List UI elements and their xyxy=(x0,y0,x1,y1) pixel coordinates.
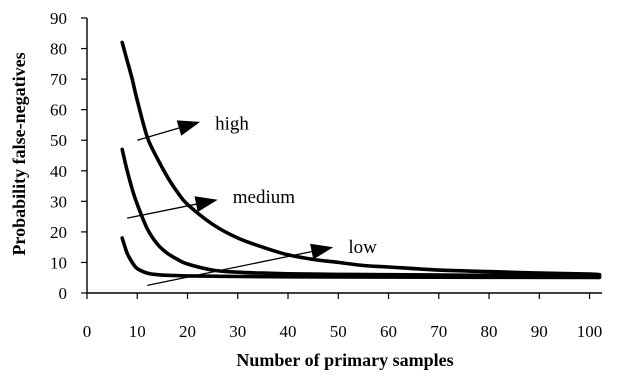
x-axis-title: Number of primary samples xyxy=(236,350,453,370)
annotation-arrow-head xyxy=(310,243,334,260)
y-tick-label: 80 xyxy=(50,40,67,59)
y-tick-label: 90 xyxy=(50,9,67,28)
annotation-label: medium xyxy=(233,187,295,208)
annotation-arrow-line xyxy=(127,203,197,219)
y-tick-label: 0 xyxy=(59,284,68,303)
x-tick-label: 10 xyxy=(129,322,146,341)
x-tick-label: 70 xyxy=(430,322,447,341)
x-tick-label: 20 xyxy=(179,322,196,341)
y-tick-label: 30 xyxy=(50,192,67,211)
y-tick-label: 10 xyxy=(50,253,67,272)
x-axis-ticks: 0 10 20 30 40 50 60 70 80 90 100 xyxy=(83,293,603,341)
series-line-high xyxy=(120,40,602,277)
y-axis-title: Probability false-negatives xyxy=(9,52,29,255)
annotation-label: low xyxy=(348,237,377,258)
x-tick-label: 100 xyxy=(577,322,603,341)
annotation-label: high xyxy=(215,113,249,134)
annotation-arrow-line xyxy=(137,127,180,141)
y-tick-label: 50 xyxy=(50,131,67,150)
y-tick-label: 70 xyxy=(50,70,67,89)
y-tick-label: 40 xyxy=(50,162,67,181)
x-tick-label: 40 xyxy=(280,322,297,341)
annotation-layer: high medium low xyxy=(127,113,377,286)
y-axis-ticks: 0 10 20 30 40 50 60 70 80 90 xyxy=(50,9,87,303)
annotation-arrow-head xyxy=(176,120,201,136)
y-tick-label: 20 xyxy=(50,223,67,242)
x-tick-label: 30 xyxy=(229,322,246,341)
series-layer xyxy=(120,40,602,280)
x-tick-label: 50 xyxy=(330,322,347,341)
annotation-arrow-head xyxy=(194,196,218,212)
y-tick-label: 60 xyxy=(50,101,67,120)
x-tick-label: 60 xyxy=(380,322,397,341)
x-tick-label: 90 xyxy=(531,322,548,341)
series-line-medium xyxy=(120,147,602,278)
x-tick-label: 80 xyxy=(481,322,498,341)
annotation-arrow-line xyxy=(147,250,312,286)
series-line-low xyxy=(120,236,602,280)
x-tick-label: 0 xyxy=(83,322,92,341)
